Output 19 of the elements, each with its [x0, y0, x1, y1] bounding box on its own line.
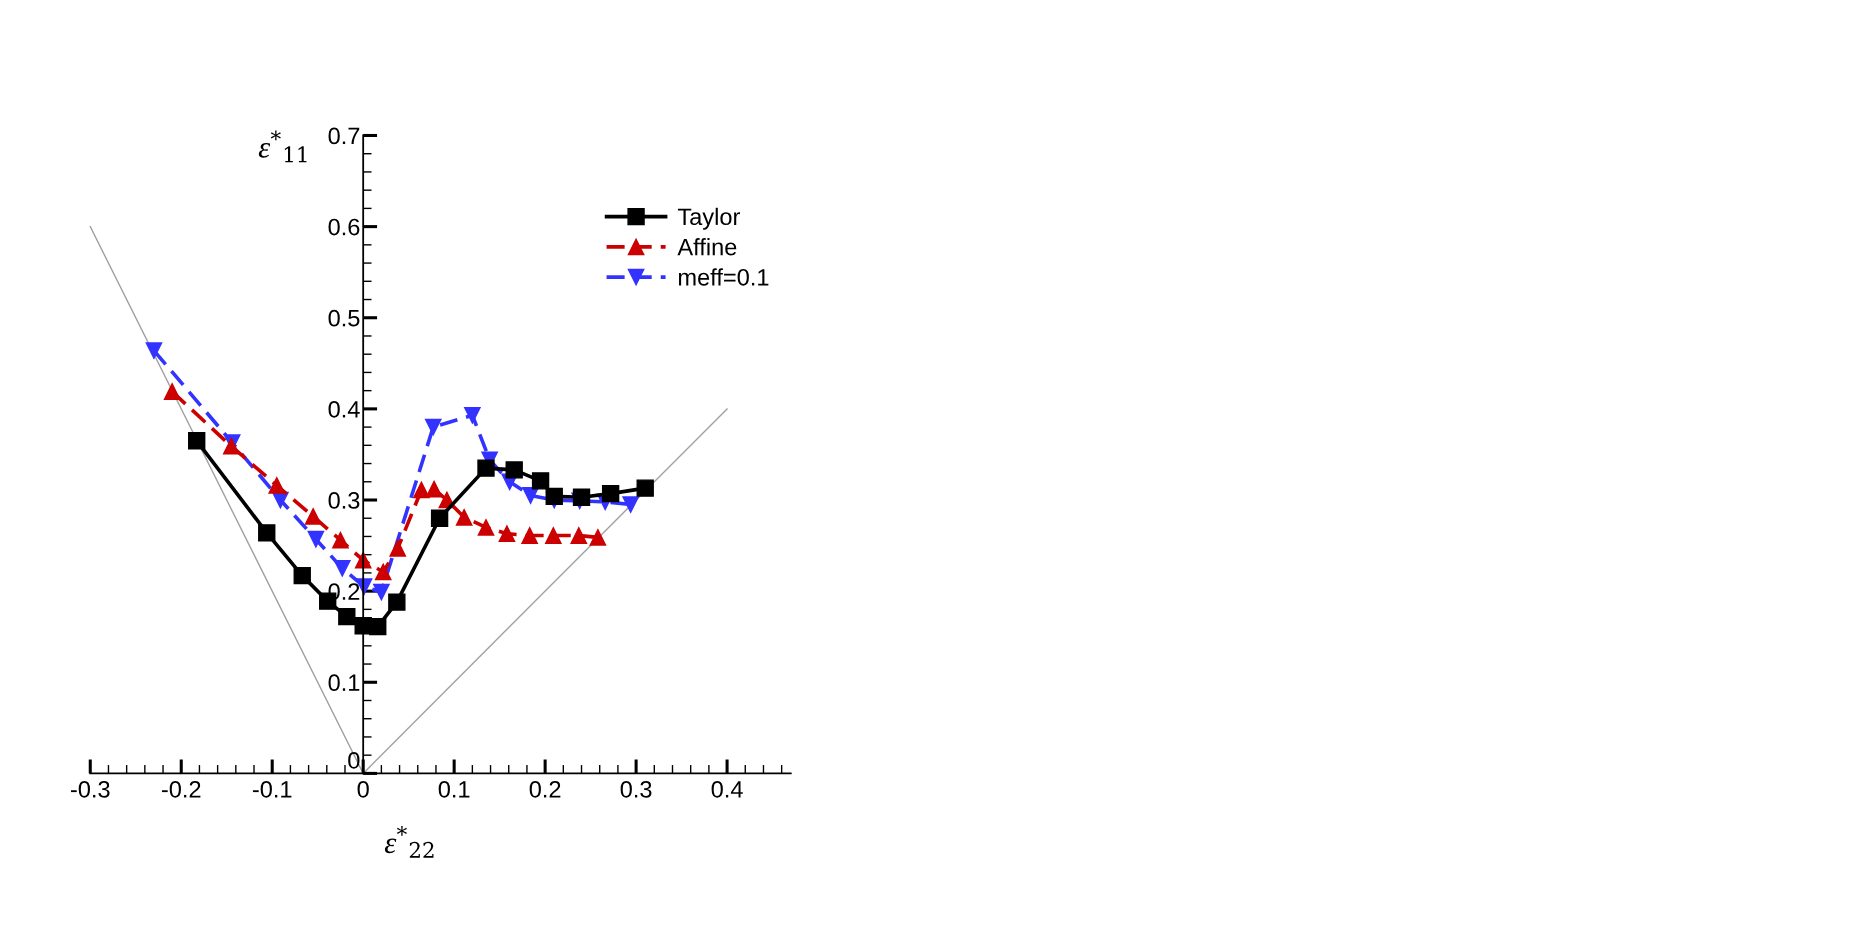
x-tick-label: 0.4 [711, 780, 743, 798]
y-tick-label: 0.7 [328, 127, 360, 145]
legend-label: meff=0.1 [678, 268, 769, 286]
y-tick-label: 0.3 [328, 492, 360, 509]
x-tick-label: 0.3 [620, 780, 652, 798]
x-tick-label: -0.3 [70, 780, 110, 798]
x-tick-label: 0.1 [438, 780, 470, 798]
y-tick-label: 0 [348, 752, 360, 769]
legend-label: Affine [677, 238, 737, 256]
legend-label: Taylor [677, 207, 740, 230]
x-tick-label: -0.1 [252, 780, 292, 798]
y-axis-title: ε$^{*}$$_{11}$ [258, 130, 307, 163]
y-tick-label: 0.1 [328, 674, 360, 692]
y-tick-label: 0.6 [328, 218, 360, 236]
y-tick-label: 0.4 [328, 400, 360, 418]
y-tick-label: 0.5 [328, 309, 360, 327]
x-tick-label: 0.2 [529, 780, 561, 798]
x-tick-label: -0.2 [161, 780, 201, 798]
x-axis-title: ε$^{*}$$_{22}$ [384, 826, 434, 858]
